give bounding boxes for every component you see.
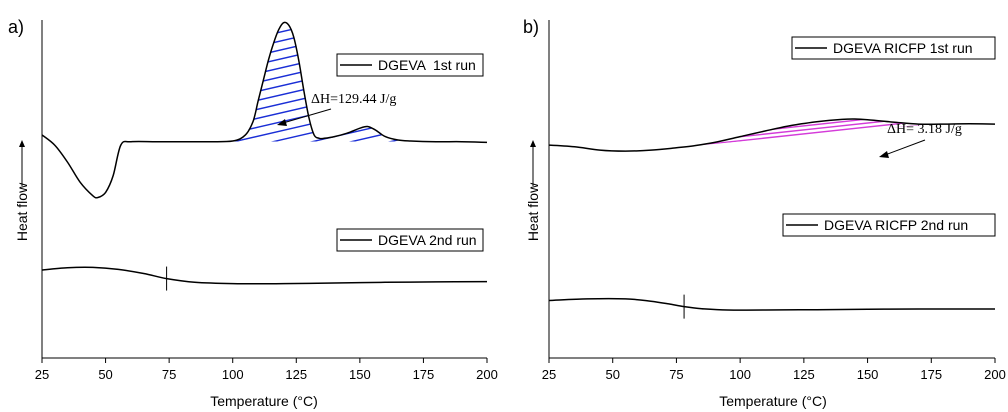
- panel-b-x-tick-label: 25: [542, 367, 556, 382]
- panel-b-annotation: ΔH= 3.18 J/g: [887, 122, 962, 137]
- panel-a-annotation: ΔH=129.44 J/g: [311, 92, 396, 107]
- panel-b-x-axis-label: Temperature (°C): [719, 393, 827, 409]
- panel-b: b) 25 50 75 100 125 150 175 200 Temperature (°C…: [523, 17, 1006, 409]
- panel-b-hatch-line: [694, 119, 932, 124]
- panel-b-legend-1st-label: DGEVA RICFP 1st run: [833, 40, 973, 56]
- panel-b-y-axis-label-group: Heat flow: [525, 140, 541, 241]
- panel-a-annotation-arrow: [282, 108, 332, 124]
- panel-b-legend-1st: [791, 36, 996, 60]
- panel-b-annotation-arrow: [884, 139, 926, 156]
- panel-a-x-tick-label: 75: [162, 367, 176, 382]
- panel-a-hatch-line: [202, 157, 441, 212]
- panel-b-label: b): [523, 17, 539, 37]
- panel-a-y-axis-label: Heat flow: [14, 182, 30, 241]
- panel-a-x-ticks: 25 50 75 100 125 150 175 200: [35, 358, 498, 382]
- panel-b-legend-2nd: [782, 213, 996, 237]
- panel-b-x-ticks: 25 50 75 100 125 150 175 200: [542, 358, 1006, 382]
- panel-a-legend-2nd-label: DGEVA 2nd run: [378, 232, 477, 248]
- panel-a-hatch-line: [212, 138, 432, 142]
- panel-b-y-axis-label: Heat flow: [525, 182, 541, 241]
- panel-b-hatch-line: [694, 119, 932, 146]
- panel-b-series-2nd-run: [548, 297, 996, 311]
- panel-a-x-tick-label: 150: [349, 367, 371, 382]
- panel-a-legend-1st-label: DGEVA 1st run: [378, 57, 476, 73]
- panel-b-y-arrow-head: [530, 140, 536, 147]
- panel-a-x-axis-label: Temperature (°C): [210, 393, 318, 409]
- panel-a-hatch-line: [202, 166, 441, 221]
- panel-a-hatch-line: [212, 22, 432, 51]
- panel-a-x-tick-label: 125: [285, 367, 307, 382]
- panel-a-y-arrow-head: [19, 140, 25, 147]
- panel-b-hatch-line: [694, 119, 932, 120]
- panel-a-hatch-line: [202, 148, 441, 203]
- panel-a-label: a): [8, 17, 24, 37]
- panel-a-x-tick-label: 50: [98, 367, 112, 382]
- panel-b-legend-2nd-label: DGEVA RICFP 2nd run: [824, 217, 968, 233]
- panel-b-x-tick-label: 50: [605, 367, 619, 382]
- panel-a-x-tick-label: 25: [35, 367, 49, 382]
- panel-a-y-axis-label-group: Heat flow: [14, 140, 30, 241]
- panel-a-hatch-line: [212, 120, 432, 142]
- panel-b-series-1st-run: [548, 118, 996, 152]
- panel-b-x-tick-label: 75: [669, 367, 683, 382]
- panel-a-hatch-line: [202, 175, 441, 230]
- panel-b-x-tick-label: 150: [857, 367, 879, 382]
- panel-a-x-tick-label: 175: [413, 367, 435, 382]
- panel-b-annotation-arrowhead: [879, 151, 889, 158]
- panel-a-series-2nd-run: [41, 266, 488, 285]
- panel-a-x-tick-label: 100: [222, 367, 244, 382]
- panel-b-x-tick-label: 125: [793, 367, 815, 382]
- panel-a-annotation-arrowhead: [277, 119, 287, 126]
- panel-b-x-tick-label: 200: [984, 367, 1006, 382]
- panel-a-series-1st-run: [41, 21, 488, 199]
- panel-a-x-tick-label: 200: [476, 367, 498, 382]
- panel-a-legend-1st: [336, 53, 484, 77]
- panel-a-hatch-line: [212, 22, 432, 60]
- panel-a: a) 25 50 75 100 125 150 175 200 Temperature (°C…: [8, 17, 498, 409]
- panel-a-legend-2nd: [336, 228, 484, 252]
- panel-b-hatch-line: [694, 134, 932, 146]
- panel-b-x-tick-label: 100: [729, 367, 751, 382]
- panel-b-x-tick-label: 175: [920, 367, 942, 382]
